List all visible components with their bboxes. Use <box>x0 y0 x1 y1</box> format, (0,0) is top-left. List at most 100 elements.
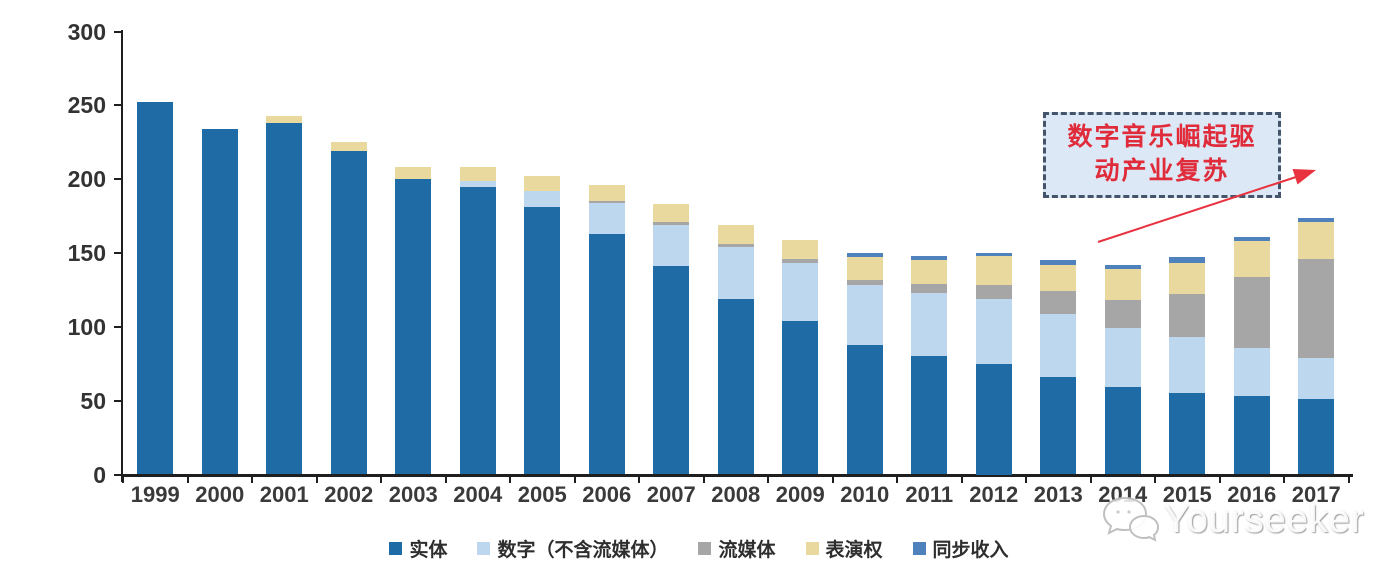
x-tick-label: 2012 <box>969 482 1019 507</box>
bar-segment <box>1040 377 1077 475</box>
y-tick-label: 150 <box>67 240 106 266</box>
bar-segment <box>1040 260 1077 265</box>
bar-segment <box>911 292 948 357</box>
x-tick-label: 2008 <box>711 482 761 507</box>
bar-segment <box>975 253 1012 256</box>
bar-segment <box>524 190 561 208</box>
bar-segment <box>911 260 948 284</box>
bar-segment <box>653 266 690 475</box>
bar-segment <box>330 151 367 475</box>
bar-segment <box>588 233 625 475</box>
x-axis-tick <box>380 475 382 483</box>
bar-segment <box>1298 399 1335 475</box>
x-tick-label: 2013 <box>1033 482 1083 507</box>
legend-label: 表演权 <box>825 540 883 561</box>
bar-segment <box>782 258 819 264</box>
y-axis-tick <box>114 30 122 33</box>
x-tick-label: 2017 <box>1291 482 1341 507</box>
x-axis-tick <box>251 475 253 483</box>
bar-segment <box>524 207 561 475</box>
x-tick-label: 2004 <box>453 482 503 507</box>
bar-segment <box>653 224 690 267</box>
x-axis-tick <box>444 475 447 483</box>
x-axis-tick <box>1154 475 1156 483</box>
legend-label: 同步收入 <box>932 540 1009 561</box>
x-axis-tick <box>1283 475 1285 483</box>
x-axis-tick <box>702 475 705 483</box>
bar-segment <box>1233 347 1270 397</box>
bar-segment <box>1104 328 1141 388</box>
bar-segment <box>1169 263 1206 295</box>
x-axis-tick <box>1218 475 1221 483</box>
bar-segment <box>588 201 625 203</box>
bar-segment <box>1104 300 1141 329</box>
x-tick-label: 2009 <box>775 482 825 507</box>
x-axis-tick <box>1347 475 1350 483</box>
watermark-text: Yourseeker <box>1164 498 1365 541</box>
bar-segment <box>1104 269 1141 301</box>
annotation-text-line1: 数字音乐崛起驱 <box>1067 124 1257 151</box>
bar-segment <box>717 298 754 475</box>
x-axis-tick <box>573 475 576 483</box>
bar-segment <box>1298 217 1335 222</box>
bar-segment <box>1233 241 1270 277</box>
y-axis-tick <box>114 325 122 328</box>
x-axis-line <box>121 474 1353 477</box>
bar-segment <box>1169 257 1206 264</box>
y-axis-tick <box>114 399 122 402</box>
bar-segment <box>1040 291 1077 314</box>
bar-segment <box>1040 264 1077 292</box>
x-tick-label: 2006 <box>582 482 632 507</box>
chat-bubbles-icon <box>1102 496 1160 542</box>
bar-segment <box>1169 294 1206 338</box>
legend-swatch <box>389 542 403 555</box>
x-axis-tick <box>509 475 511 483</box>
bar-segment <box>524 176 561 191</box>
bar-segment <box>1298 221 1335 259</box>
x-tick-label: 2010 <box>840 482 890 507</box>
bar-segment <box>1040 313 1077 378</box>
bar-segment <box>846 344 883 475</box>
x-axis-tick <box>831 475 834 483</box>
bar-segment <box>782 320 819 475</box>
y-axis-tick <box>114 178 122 181</box>
bar-segment <box>1233 276 1270 348</box>
annotation-box: 数字音乐崛起驱 动产业复苏 <box>1043 112 1281 198</box>
x-tick-label: 2001 <box>259 482 309 507</box>
x-axis-tick <box>896 475 898 483</box>
bar-segment <box>846 279 883 286</box>
bar-segment <box>1298 258 1335 358</box>
bar-segment <box>911 356 948 475</box>
legend-item: 同步收入 <box>912 535 1009 562</box>
y-tick-label: 200 <box>67 166 106 193</box>
bar-segment <box>653 204 690 222</box>
bar-segment <box>1169 393 1206 475</box>
bar-segment <box>201 128 238 475</box>
bar-segment <box>717 247 754 299</box>
bar-segment <box>266 123 303 475</box>
bar-segment <box>1104 264 1141 270</box>
x-axis-tick <box>315 475 318 483</box>
x-tick-label: 2005 <box>517 482 567 507</box>
bar-segment <box>1169 337 1206 394</box>
legend-item: 数字（不含流媒体） <box>477 535 668 562</box>
bar-segment <box>459 180 496 187</box>
legend-label: 数字（不含流媒体） <box>497 540 669 561</box>
bar-segment <box>395 167 432 180</box>
x-axis-tick <box>767 475 769 483</box>
x-axis-tick <box>186 475 189 483</box>
bar-segment <box>588 202 625 234</box>
x-axis-tick <box>1025 475 1027 483</box>
legend-swatch <box>912 542 926 555</box>
x-tick-label: 2003 <box>388 482 438 507</box>
bar-segment <box>1298 357 1335 400</box>
y-tick-label: 0 <box>93 461 106 488</box>
watermark: Yourseeker <box>1098 490 1388 550</box>
bar-segment <box>717 224 754 245</box>
x-axis-tick <box>1089 475 1092 483</box>
legend-label: 实体 <box>409 540 448 561</box>
y-tick-label: 250 <box>67 92 106 119</box>
bar-segment <box>717 244 754 248</box>
legend-swatch <box>805 542 819 555</box>
x-tick-label: 2015 <box>1162 482 1212 507</box>
